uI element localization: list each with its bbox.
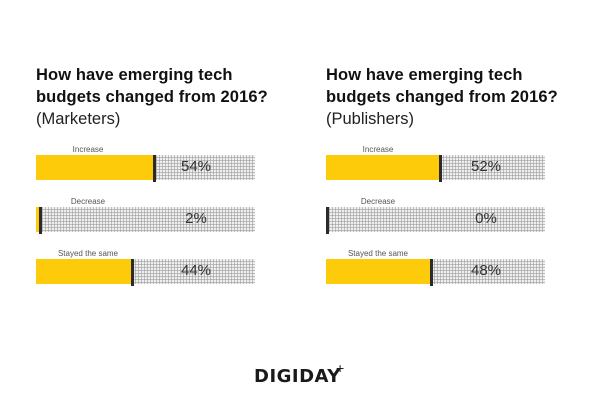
value-label: 52% [470, 158, 502, 175]
bar-fill [36, 207, 40, 232]
bar-track: 54% [36, 155, 255, 182]
bar-fill [36, 155, 154, 180]
bar-row: Decrease 2% [36, 197, 255, 249]
bar-track: 52% [326, 155, 545, 182]
chart-title-line-2: budgets changed from 2016? [326, 88, 558, 106]
bar-row: Increase 54% [36, 145, 255, 197]
chart-title-line-2: budgets changed from 2016? [36, 88, 268, 106]
bar-end-marker [439, 155, 442, 182]
bar-row: Increase 52% [326, 145, 545, 197]
chart-title-line-1: How have emerging tech [326, 66, 523, 84]
bar-fill [36, 259, 132, 284]
value-label: 0% [475, 210, 497, 227]
bar-end-marker [430, 259, 433, 286]
bar-fill [326, 259, 431, 284]
bar-track: 0% [326, 207, 545, 234]
digiday-logo: DIGIDAY [254, 366, 341, 387]
bar-end-marker [153, 155, 156, 182]
bar-row: Stayed the same 44% [36, 249, 255, 301]
bar-group: Increase 52% Decrease 0% Stayed the same 48% [326, 145, 545, 301]
bar-end-marker [131, 259, 134, 286]
category-label: Increase [72, 145, 104, 154]
category-label: Decrease [360, 197, 396, 206]
bar-track: 48% [326, 259, 545, 286]
bar-fill [326, 155, 440, 180]
bar-group: Increase 54% Decrease 2% Stayed the same 44% [36, 145, 255, 301]
value-label: 2% [185, 210, 207, 227]
marketers-panel: How have emerging tech budgets changed f… [36, 64, 276, 286]
bar-track: 44% [36, 259, 255, 286]
category-label: Increase [362, 145, 394, 154]
bar-end-marker [39, 207, 42, 234]
chart-subtitle: (Publishers) [326, 110, 415, 128]
value-label: 54% [180, 158, 212, 175]
bar-track: 2% [36, 207, 255, 234]
plus-icon: + [336, 360, 345, 376]
chart-subtitle: (Marketers) [36, 110, 121, 128]
bar-row: Stayed the same 48% [326, 249, 545, 301]
bar-end-marker [326, 207, 329, 234]
value-label: 48% [470, 262, 502, 279]
bar-row: Decrease 0% [326, 197, 545, 249]
value-label: 44% [180, 262, 212, 279]
publishers-panel: How have emerging tech budgets changed f… [326, 64, 566, 286]
category-label: Stayed the same [347, 249, 409, 258]
chart-title-line-1: How have emerging tech [36, 66, 233, 84]
category-label: Decrease [70, 197, 106, 206]
category-label: Stayed the same [57, 249, 119, 258]
